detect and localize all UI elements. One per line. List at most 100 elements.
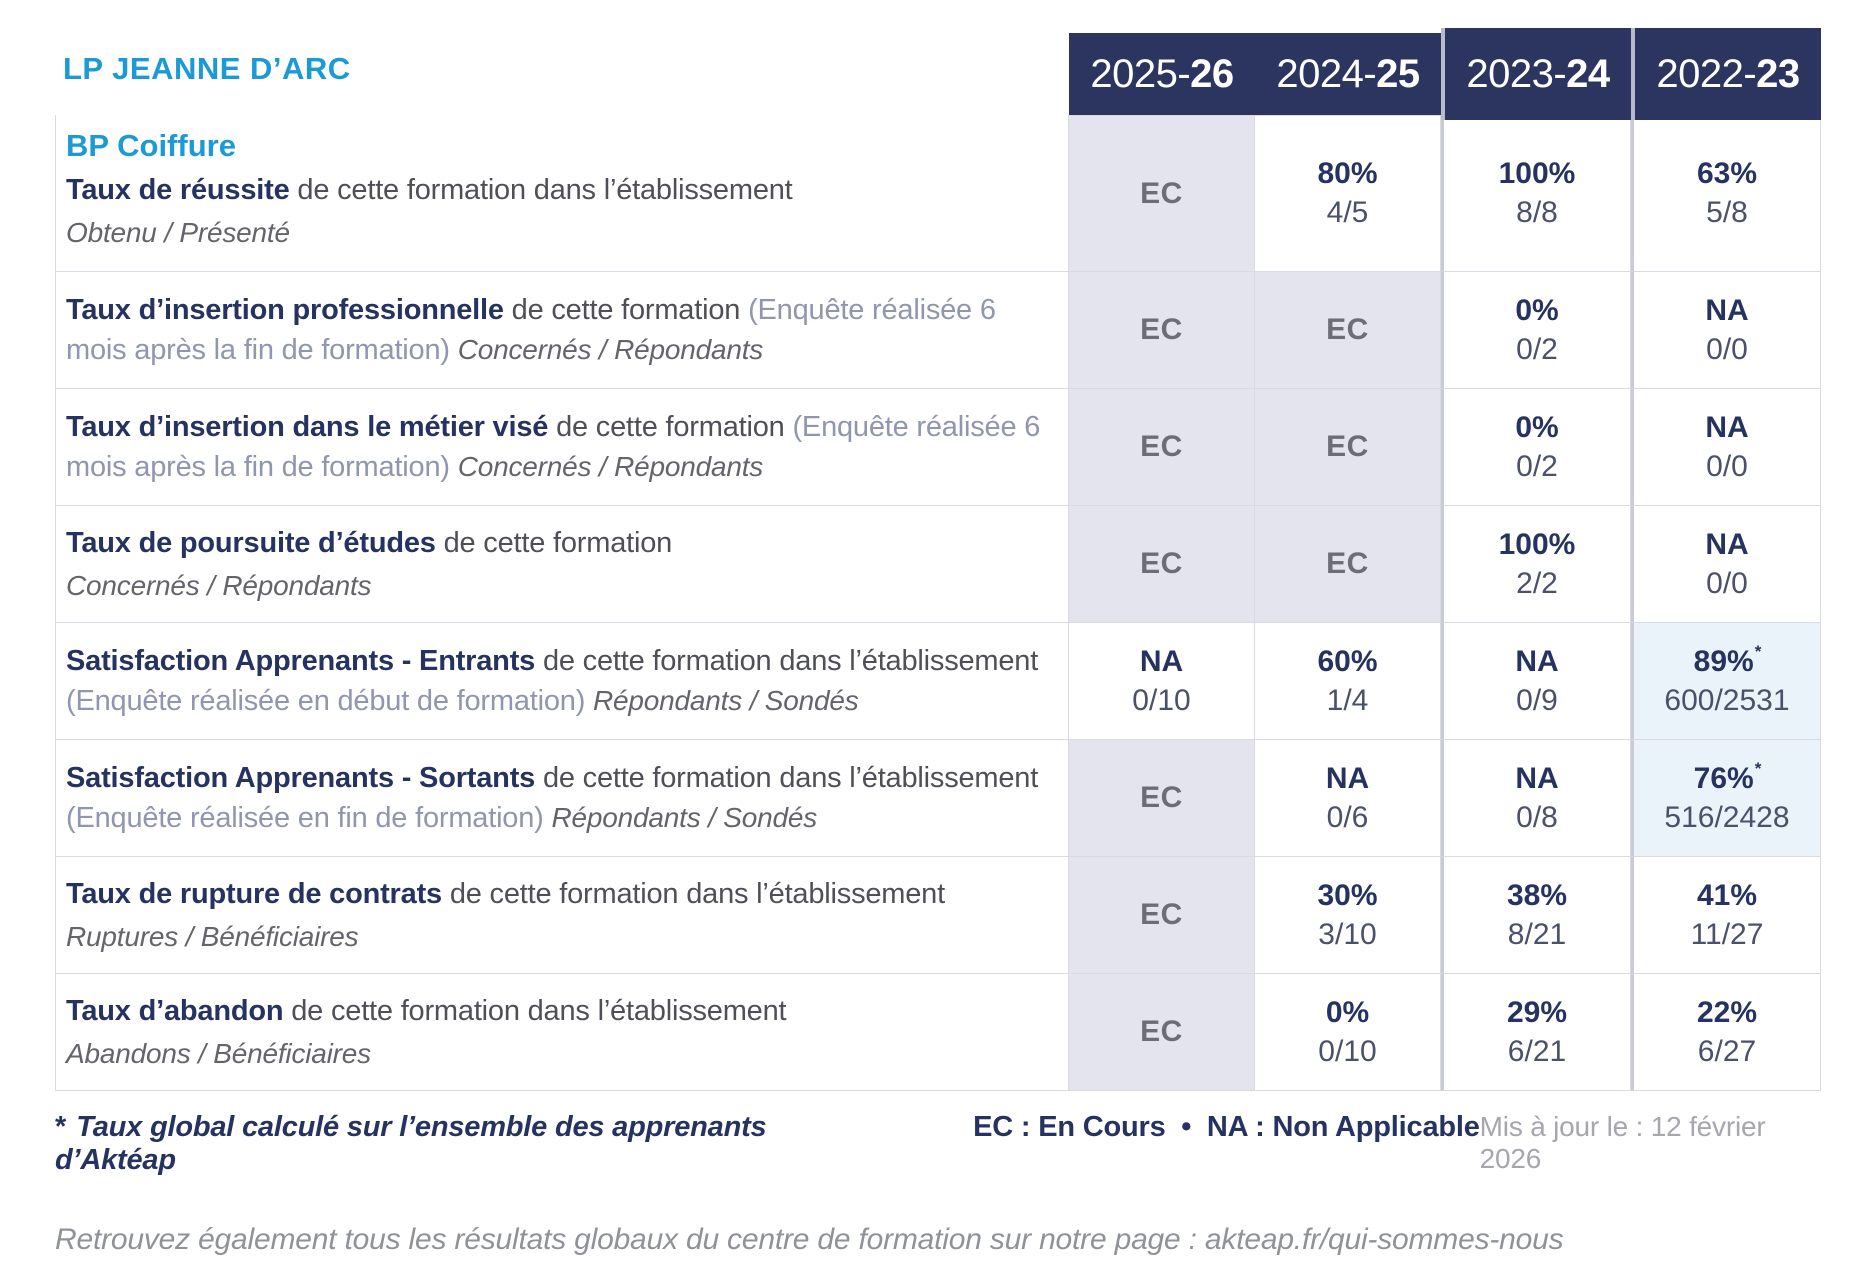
- cell-fraction: 600/2531: [1664, 683, 1790, 717]
- cell-2024-25: 80% 4/5: [1255, 115, 1441, 272]
- cell-fraction: 0/8: [1516, 800, 1558, 834]
- row-insertion-metier-vise: Taux d’insertion dans le métier visé de …: [55, 389, 1821, 506]
- indicator-title: Taux de réussite: [66, 173, 290, 206]
- indicator-label: Satisfaction Apprenants - Entrants de ce…: [55, 623, 1069, 740]
- cell-fraction: 2/2: [1516, 566, 1558, 600]
- indicator-label: Taux de poursuite d’études de cette form…: [55, 506, 1069, 623]
- school-name-cell: LP JEANNE D’ARC: [55, 33, 1069, 115]
- indicator-ratio-label: Ruptures / Bénéficiaires: [66, 921, 359, 953]
- cell-value: NA: [1325, 761, 1370, 795]
- cell-2022-23: 63% 5/8: [1631, 115, 1821, 272]
- cell-2025-26: EC: [1069, 974, 1255, 1091]
- asterisk: *: [55, 1111, 67, 1143]
- row-rupture-contrats: Taux de rupture de contrats de cette for…: [55, 857, 1821, 974]
- school-name: LP JEANNE D’ARC: [63, 51, 351, 86]
- indicator-desc: de cette formation: [435, 527, 673, 560]
- cell-fraction: 5/8: [1706, 196, 1748, 229]
- table-header: LP JEANNE D’ARC 2025-26 2024-25 2023-24 …: [55, 28, 1821, 120]
- row-satisfaction-sortants: Satisfaction Apprenants - Sortants de ce…: [55, 740, 1821, 857]
- cell-2024-25: EC: [1255, 506, 1441, 623]
- cell-value: NA: [1705, 410, 1749, 444]
- indicator-title: Satisfaction Apprenants - Sortants: [66, 761, 536, 794]
- cell-2022-23: NA 0/0: [1631, 506, 1821, 623]
- cell-fraction: 516/2428: [1664, 800, 1790, 834]
- cell-fraction: 3/10: [1318, 917, 1377, 951]
- cell-2022-23: 89%* 600/2531: [1631, 623, 1821, 740]
- cell-2025-26: EC: [1069, 506, 1255, 623]
- cell-value: 0%: [1325, 995, 1370, 1029]
- indicator-text: Satisfaction Apprenants - Sortants de ce…: [66, 758, 1042, 838]
- cell-value: 60%: [1317, 644, 1378, 678]
- cell-fraction: 8/21: [1507, 917, 1567, 951]
- cell-value: 30%: [1317, 878, 1378, 912]
- year-prefix: 2023-: [1466, 51, 1567, 96]
- cell-2022-23: NA 0/0: [1631, 389, 1821, 506]
- cell-2022-23: NA 0/0: [1631, 272, 1821, 389]
- indicator-ratio-label: Répondants / Sondés: [593, 685, 859, 716]
- cell-value: 100%: [1498, 157, 1576, 190]
- indicator-text: Taux d’insertion professionnelle de cett…: [66, 290, 1042, 370]
- cell-value: EC: [1140, 781, 1183, 814]
- indicator-title: Taux de poursuite d’études: [66, 527, 436, 560]
- cell-2024-25: 60% 1/4: [1255, 623, 1441, 740]
- indicator-label: Taux d’insertion professionnelle de cett…: [55, 272, 1069, 389]
- cell-value: 89%*: [1693, 642, 1762, 680]
- cell-value: EC: [1326, 313, 1369, 346]
- year-prefix: 2025-: [1090, 51, 1191, 96]
- indicator-text: Taux de poursuite d’études de cette form…: [66, 523, 1042, 563]
- row-satisfaction-entrants: Satisfaction Apprenants - Entrants de ce…: [55, 623, 1821, 740]
- cell-fraction: 8/8: [1516, 196, 1558, 229]
- results-sheet: LP JEANNE D’ARC 2025-26 2024-25 2023-24 …: [55, 28, 1821, 1091]
- cell-2025-26: NA 0/10: [1069, 623, 1255, 740]
- indicator-text: Taux d’abandon de cette formation dans l…: [66, 991, 1042, 1031]
- cell-value: EC: [1140, 313, 1183, 346]
- cell-value: 63%: [1696, 157, 1758, 190]
- year-suffix: 26: [1190, 51, 1234, 96]
- cell-2023-24: 38% 8/21: [1441, 857, 1631, 974]
- global-results-note: Retrouvez également tous les résultats g…: [55, 1223, 1564, 1256]
- indicator-text: Taux de réussite de cette formation dans…: [66, 170, 1042, 210]
- indicator-title: Taux d’abandon: [66, 995, 284, 1028]
- cell-2024-25: 0% 0/10: [1255, 974, 1441, 1091]
- year-header-2022-23: 2022-23: [1631, 28, 1821, 120]
- asterisk-note-marker: *: [1754, 758, 1762, 778]
- year-prefix: 2022-: [1656, 51, 1757, 96]
- cell-fraction: 6/21: [1507, 1034, 1567, 1068]
- cell-value: EC: [1140, 176, 1183, 210]
- indicator-desc: de cette formation: [503, 293, 749, 326]
- indicator-label: Taux de rupture de contrats de cette for…: [55, 857, 1069, 974]
- indicator-ratio-label: Répondants / Sondés: [551, 802, 817, 833]
- indicator-title: Taux d’insertion professionnelle: [66, 293, 504, 326]
- indicator-ratio-label: Concernés / Répondants: [66, 570, 372, 602]
- abbreviation-legend: EC : En Cours • NA : Non Applicable: [973, 1111, 1480, 1143]
- cell-2023-24: 29% 6/21: [1441, 974, 1631, 1091]
- year-suffix: 23: [1756, 51, 1800, 96]
- cell-fraction: 0/6: [1326, 800, 1369, 834]
- program-title: BP Coiffure: [66, 128, 236, 163]
- cell-fraction: 0/10: [1132, 683, 1191, 717]
- indicator-label: BP Coiffure Taux de réussite de cette fo…: [55, 115, 1069, 272]
- row-taux-reussite: BP Coiffure Taux de réussite de cette fo…: [55, 115, 1821, 272]
- cell-value: EC: [1326, 430, 1369, 463]
- cell-value: NA: [1705, 293, 1749, 327]
- indicator-text: Satisfaction Apprenants - Entrants de ce…: [66, 641, 1042, 721]
- indicator-label: Taux d’abandon de cette formation dans l…: [55, 974, 1069, 1091]
- cell-fraction: 4/5: [1326, 196, 1369, 229]
- cell-fraction: 1/4: [1326, 683, 1369, 717]
- indicator-note: (Enquête réalisée en début de formation): [66, 685, 594, 717]
- indicator-ratio-label: Abandons / Bénéficiaires: [66, 1038, 371, 1070]
- cell-percent: 89%: [1693, 644, 1754, 678]
- cell-2025-26: EC: [1069, 115, 1255, 272]
- cell-2023-24: 100% 8/8: [1441, 115, 1631, 272]
- indicator-ratio-label: Obtenu / Présenté: [66, 216, 290, 248]
- indicator-title: Taux de rupture de contrats: [66, 878, 442, 911]
- cell-2025-26: EC: [1069, 857, 1255, 974]
- row-insertion-professionnelle: Taux d’insertion professionnelle de cett…: [55, 272, 1821, 389]
- cell-2023-24: 100% 2/2: [1441, 506, 1631, 623]
- cell-value: 38%: [1506, 878, 1568, 912]
- year-prefix: 2024-: [1276, 51, 1377, 96]
- indicator-desc: de cette formation dans l’établissement: [535, 644, 1039, 677]
- year-header-2025-26: 2025-26: [1069, 52, 1255, 97]
- footer-legend-row: * Taux global calculé sur l’ensemble des …: [55, 1111, 1821, 1177]
- cell-value: 22%: [1696, 995, 1758, 1029]
